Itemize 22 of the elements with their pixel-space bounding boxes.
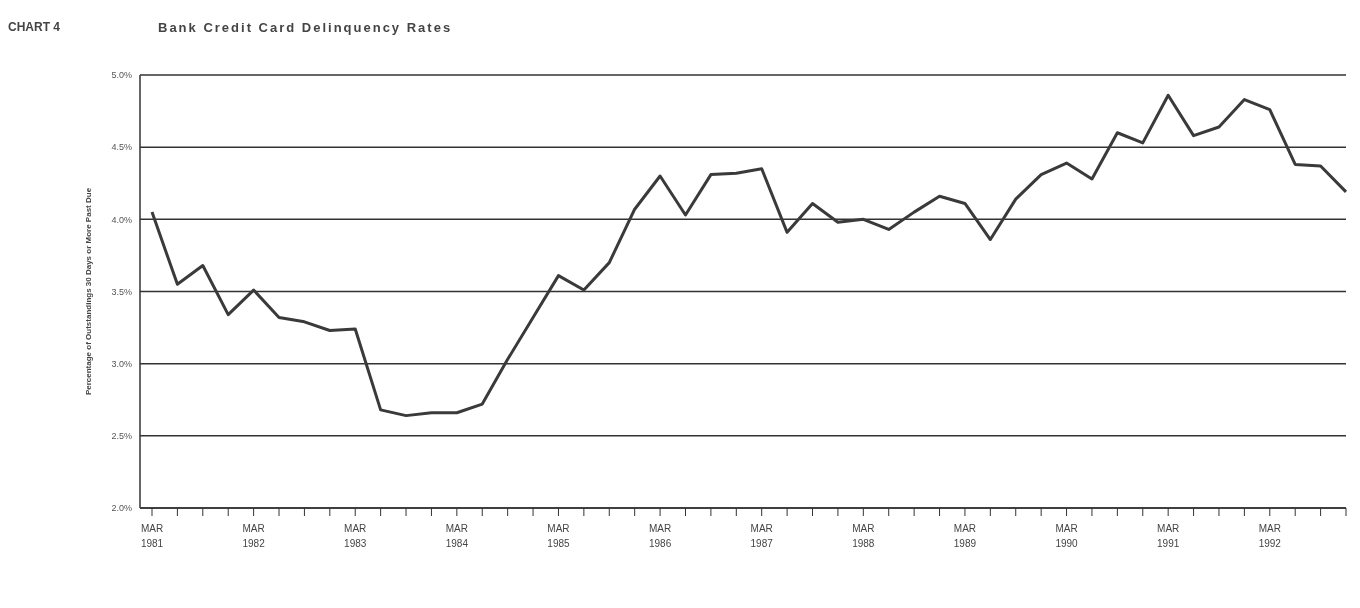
- y-tick-label: 4.0%: [111, 214, 132, 225]
- x-tick-label: MAR 1986: [648, 523, 672, 549]
- x-tick-label: MAR 1985: [547, 523, 571, 549]
- y-tick-label: 2.0%: [111, 503, 132, 514]
- x-tick-label: MAR 1990: [1055, 523, 1079, 549]
- y-axis-title: Percentage of Outstandings 30 Days or More Past Due: [83, 187, 93, 396]
- x-tick-label: MAR 1984: [445, 523, 469, 549]
- y-tick-label: 3.0%: [111, 358, 132, 369]
- caption: CHART 4: [8, 20, 61, 34]
- y-tick-label: 5.0%: [111, 70, 132, 81]
- x-tick-label: MAR 1983: [344, 523, 367, 549]
- chart-title: Bank Credit Card Delinquency Rates: [158, 20, 453, 35]
- x-tick-label: MAR 1981: [140, 523, 164, 549]
- y-tick-label: 3.5%: [111, 286, 132, 297]
- x-tick-label: MAR 1987: [750, 523, 774, 549]
- x-tick-label: MAR 1989: [953, 523, 977, 549]
- x-tick-label: MAR 1982: [242, 523, 266, 549]
- x-tick-label: MAR 1991: [1157, 523, 1180, 549]
- x-tick-label: MAR 1992: [1258, 523, 1282, 549]
- x-tick-label: MAR 1988: [852, 523, 875, 549]
- y-tick-label: 2.5%: [111, 431, 132, 442]
- y-tick-label: 4.5%: [111, 142, 132, 153]
